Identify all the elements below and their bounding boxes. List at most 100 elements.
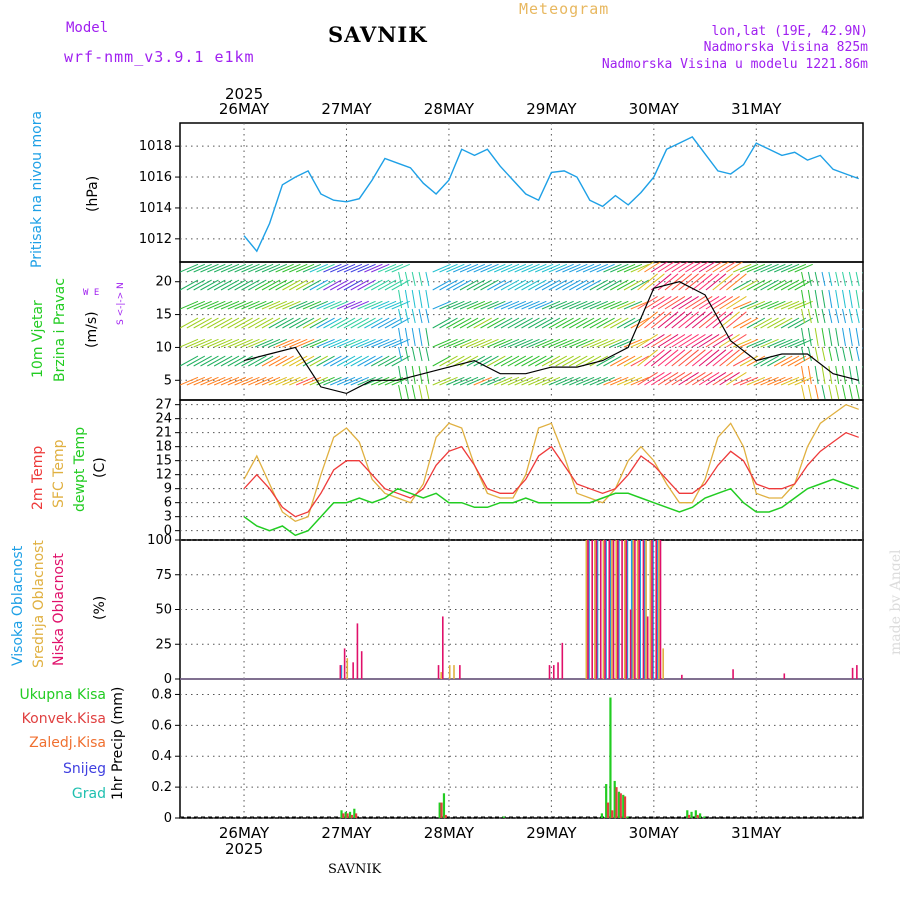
- wind-barb: [726, 333, 747, 348]
- precip-bar: [698, 813, 702, 818]
- wind-barb: [275, 376, 294, 386]
- wind-barb: [657, 295, 679, 310]
- wind-barb: [821, 271, 826, 287]
- wind-barb: [644, 311, 665, 329]
- wind-barb: [200, 376, 219, 386]
- wind-barb: [227, 338, 247, 348]
- wind-barb: [411, 271, 416, 287]
- wind-barb: [261, 376, 281, 386]
- wind-barb: [446, 376, 465, 386]
- wind-barb: [295, 300, 315, 310]
- cloud-bar: [594, 540, 596, 679]
- wind-barb: [657, 333, 679, 348]
- wind-barb: [705, 273, 727, 291]
- y-tick-label: 27: [155, 398, 172, 413]
- wind-barb: [514, 279, 533, 291]
- wind-barb: [760, 317, 779, 329]
- wind-barb: [425, 365, 430, 385]
- wind-barb: [787, 263, 807, 273]
- wind-barb: [418, 308, 423, 324]
- wind-barb: [555, 376, 574, 386]
- wind-barb: [828, 327, 833, 347]
- wind-barb: [575, 376, 595, 386]
- wind-barb: [248, 376, 267, 386]
- date-label-bottom: 30MAY: [629, 824, 680, 842]
- wind-barb: [828, 384, 833, 400]
- wind-barb: [582, 317, 602, 329]
- y-tick-label: 15: [155, 308, 172, 323]
- wind-barb: [746, 376, 766, 386]
- wind-barb: [534, 338, 554, 348]
- wind-barb: [698, 273, 720, 291]
- wind-barb: [596, 376, 615, 386]
- precip-bar: [348, 811, 352, 818]
- precip-bar: [626, 816, 629, 818]
- wind-barb: [384, 279, 404, 291]
- cloud-bar: [634, 540, 636, 679]
- wind-barb: [767, 300, 786, 310]
- wind-barb: [493, 300, 513, 310]
- wind-barb: [842, 346, 846, 362]
- y-tick-label: 5: [164, 373, 172, 388]
- wind-barb: [787, 355, 807, 367]
- wind-barb: [193, 317, 212, 329]
- wind-barb: [193, 338, 212, 348]
- precip-hail-label: Grad: [71, 786, 106, 802]
- wind-barb: [432, 263, 451, 273]
- wind-barb: [452, 317, 472, 329]
- wind-barb: [350, 300, 369, 310]
- wind-barb: [323, 263, 342, 273]
- wind-barb: [234, 300, 253, 310]
- lonlat-label: lon,lat (19E, 42.9N): [711, 24, 868, 39]
- dewpoint-line: [243, 478, 859, 537]
- wind-barb: [575, 279, 595, 291]
- cloud-bar: [588, 540, 590, 679]
- wind-barb: [746, 263, 766, 273]
- wind-barb: [698, 333, 720, 348]
- precip-bar: [605, 784, 608, 818]
- wind-barb: [569, 263, 588, 273]
- wind-barb: [268, 355, 288, 367]
- wind-barb: [644, 295, 665, 310]
- wind-barb: [698, 262, 716, 273]
- cloud-bar: [638, 540, 640, 679]
- wind-barb: [589, 317, 609, 329]
- wind-barb: [569, 376, 588, 386]
- wind-barb: [404, 327, 409, 347]
- wind-barb: [473, 317, 492, 329]
- wind-barb: [357, 376, 376, 386]
- wind-barb: [207, 376, 226, 386]
- wind-barb: [466, 263, 486, 273]
- cloud-bar: [340, 665, 343, 679]
- wind-barb: [193, 355, 212, 367]
- wind-barb: [623, 300, 643, 310]
- wind-barb: [678, 371, 699, 386]
- wind-barb: [227, 263, 247, 273]
- wind-barb: [671, 311, 693, 329]
- wind-barb: [664, 273, 686, 291]
- wind-barb: [507, 300, 527, 310]
- y-tick-label: 9: [164, 482, 172, 497]
- wind-barb: [787, 338, 807, 348]
- cloud-bar: [557, 662, 559, 679]
- wind-barb: [480, 317, 499, 329]
- wind-barb: [180, 300, 199, 310]
- wind-barb: [459, 338, 479, 348]
- wind-barb: [323, 355, 342, 367]
- wind-barb: [678, 333, 699, 348]
- wind-barb: [685, 311, 706, 329]
- wind-barb: [466, 279, 486, 291]
- precip-bar: [619, 793, 622, 818]
- wind-barb: [180, 263, 199, 273]
- wind-barb: [295, 279, 315, 291]
- wind-barb: [514, 376, 533, 386]
- y-tick-label: 10: [155, 340, 172, 355]
- wind-barb: [760, 355, 779, 367]
- wind-barb: [261, 338, 281, 348]
- wind-barb: [732, 355, 752, 367]
- wind-barb: [630, 279, 650, 291]
- wind-barb: [248, 263, 267, 273]
- wind-barb: [644, 349, 665, 367]
- wind-barb: [575, 300, 595, 310]
- wind-barb: [712, 295, 734, 310]
